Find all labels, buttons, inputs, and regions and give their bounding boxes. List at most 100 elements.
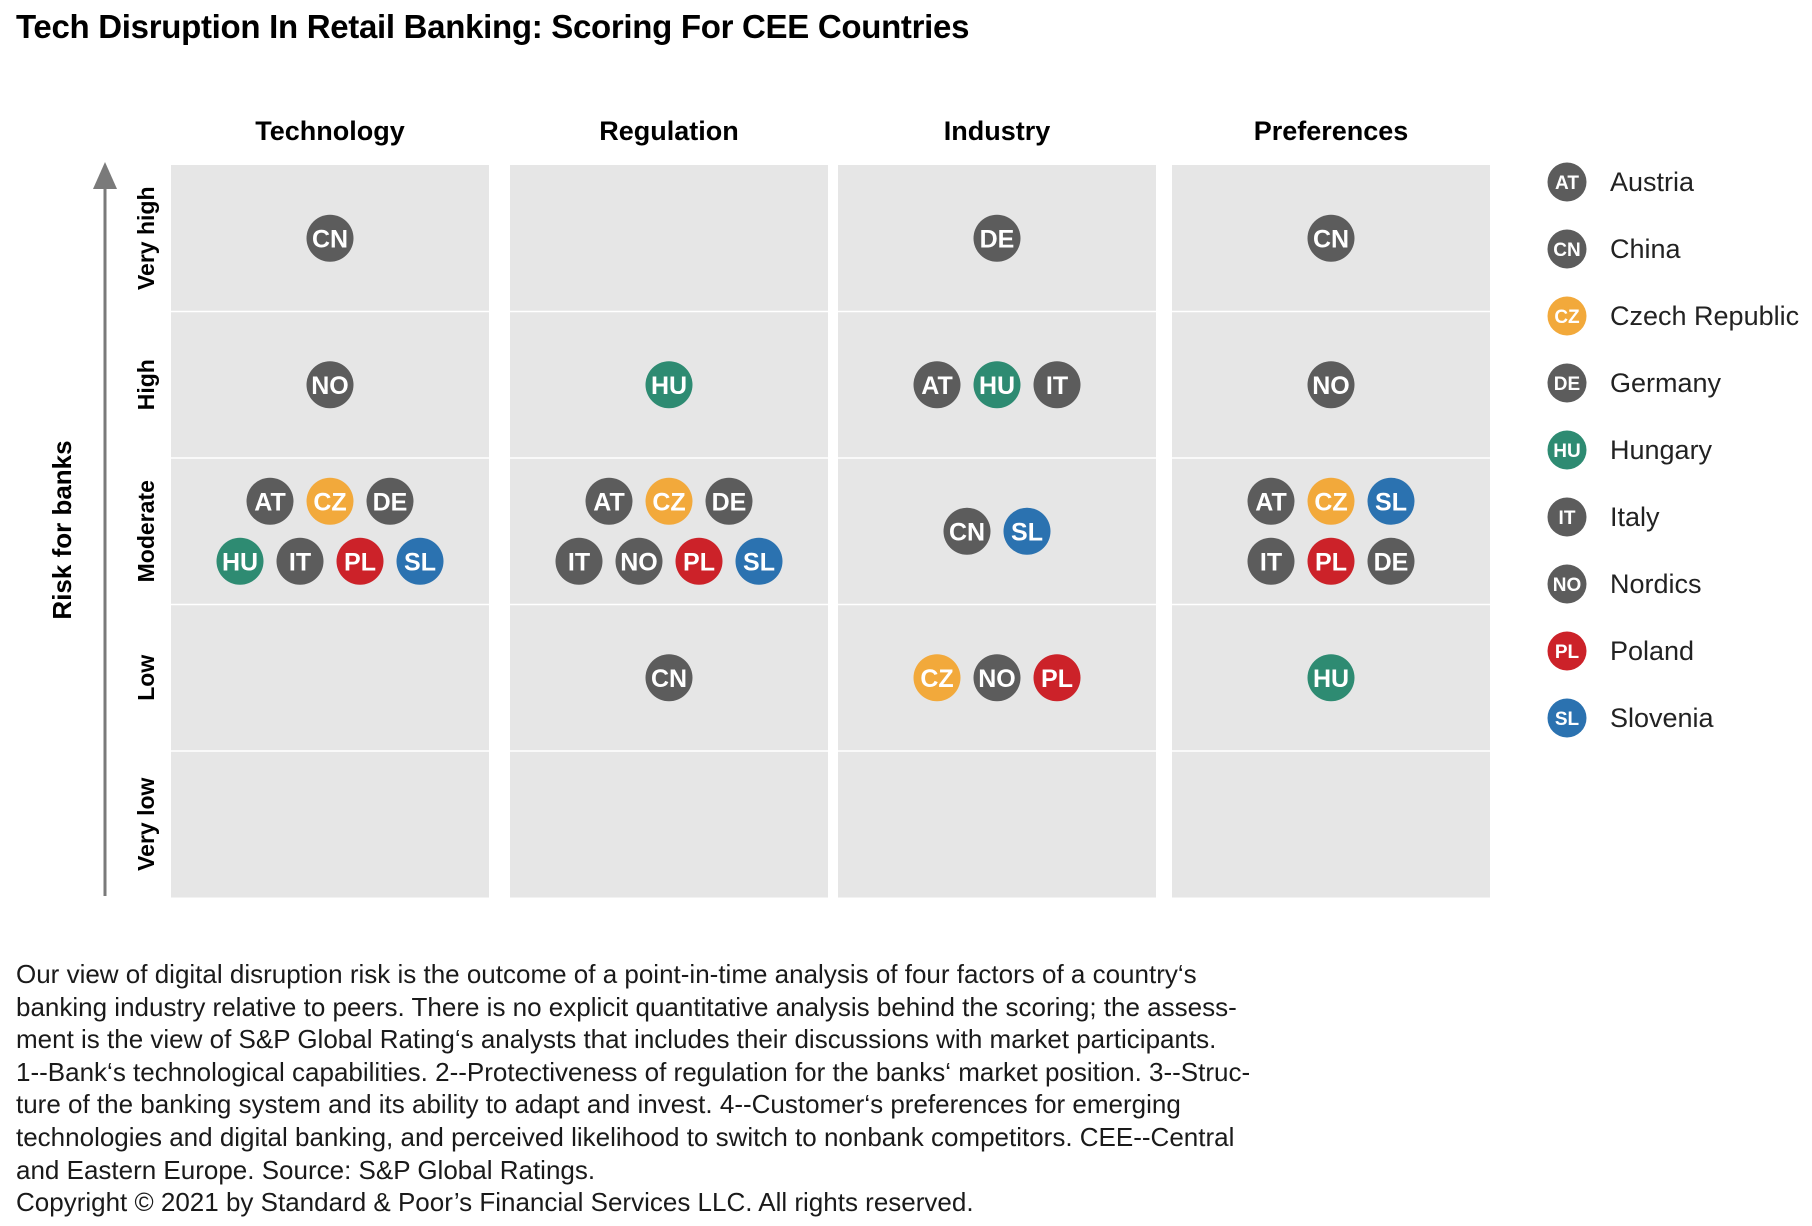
country-marker-label: PL xyxy=(1315,548,1347,576)
country-marker-label: HU xyxy=(222,548,258,576)
country-marker-hu xyxy=(216,537,264,585)
footnote-line: and Eastern Europe. Source: S&P Global R… xyxy=(16,1154,596,1185)
footnote-line: ment is the view of S&P Global Rating‘s … xyxy=(16,1024,1217,1055)
country-marker-label: AT xyxy=(254,488,285,516)
legend-swatch-label: DE xyxy=(1554,374,1580,395)
country-marker-label: DE xyxy=(373,488,408,516)
footnote-line: technologies and digital banking, and pe… xyxy=(16,1121,1235,1152)
legend-swatch-label: CZ xyxy=(1554,307,1580,328)
country-marker-label: PL xyxy=(344,548,376,576)
country-marker-it xyxy=(276,537,324,585)
country-marker-it xyxy=(1247,537,1295,585)
legend-swatch-label: HU xyxy=(1553,441,1580,462)
country-marker-sl xyxy=(1367,477,1415,525)
country-marker-label: IT xyxy=(289,548,311,576)
row-label: Very low xyxy=(133,777,159,870)
country-marker-label: NO xyxy=(1312,372,1350,400)
country-marker-cn xyxy=(943,507,991,555)
legend-entry-label: Hungary xyxy=(1610,435,1713,465)
country-marker-pl xyxy=(675,537,723,585)
legend-swatch-label: CN xyxy=(1553,240,1580,261)
legend-swatch-pl xyxy=(1547,631,1587,671)
row-label: Very high xyxy=(133,186,159,290)
country-marker-label: HU xyxy=(979,372,1015,400)
country-marker-it xyxy=(1033,361,1081,409)
legend-swatch-de xyxy=(1547,363,1587,403)
legend-entry-label: Nordics xyxy=(1610,569,1702,599)
country-marker-label: DE xyxy=(980,225,1015,253)
legend-swatch-cn xyxy=(1547,229,1587,269)
legend-entry-label: China xyxy=(1610,234,1682,264)
column-header: Preferences xyxy=(1254,116,1409,146)
country-marker-cn xyxy=(306,214,354,262)
country-marker-hu xyxy=(1307,654,1355,702)
country-marker-label: CZ xyxy=(652,488,685,516)
column-header: Industry xyxy=(944,116,1051,146)
chart-plot: Technology Regulation Industry Preferences R… xyxy=(47,116,1799,898)
country-marker-pl xyxy=(1307,537,1355,585)
country-marker-de xyxy=(705,477,753,525)
legend-swatch-label: AT xyxy=(1555,173,1579,194)
country-marker-label: SL xyxy=(1011,518,1043,546)
country-marker-label: AT xyxy=(1255,488,1286,516)
footnote-line: ture of the banking system and its abili… xyxy=(16,1089,1181,1120)
legend-swatch-label: NO xyxy=(1553,575,1582,596)
country-marker-cn xyxy=(1307,214,1355,262)
footnote-line: banking industry relative to peers. Ther… xyxy=(16,991,1237,1022)
column-header: Technology xyxy=(255,116,405,146)
country-marker-at xyxy=(1247,477,1295,525)
legend-swatch-cz xyxy=(1547,296,1587,336)
country-marker-label: AT xyxy=(593,488,624,516)
country-marker-cn xyxy=(645,654,693,702)
country-marker-at xyxy=(246,477,294,525)
country-marker-at xyxy=(913,361,961,409)
legend-swatch-no xyxy=(1547,564,1587,604)
legend-entry-label: Poland xyxy=(1610,636,1694,666)
legend-swatch-label: IT xyxy=(1559,508,1576,529)
country-marker-de xyxy=(1367,537,1415,585)
country-marker-no xyxy=(1307,361,1355,409)
country-marker-label: CZ xyxy=(313,488,346,516)
column-header: Regulation xyxy=(599,116,739,146)
country-marker-pl xyxy=(1033,654,1081,702)
country-marker-label: CN xyxy=(651,665,687,693)
legend-entry-label: Germany xyxy=(1610,368,1722,398)
column-panel xyxy=(171,165,489,898)
chart-title: Tech Disruption In Retail Banking: Scori… xyxy=(16,8,970,45)
country-marker-label: NO xyxy=(620,548,658,576)
country-marker-label: NO xyxy=(978,665,1016,693)
legend-entry-label: Austria xyxy=(1610,167,1695,197)
country-marker-label: SL xyxy=(1375,488,1407,516)
footnote-line: 1--Bank‘s technological capabilities. 2-… xyxy=(16,1056,1251,1087)
legend-swatch-hu xyxy=(1547,430,1587,470)
country-marker-label: HU xyxy=(651,372,687,400)
country-marker-label: CZ xyxy=(920,665,953,693)
country-marker-label: DE xyxy=(712,488,747,516)
country-marker-it xyxy=(555,537,603,585)
legend-entry-label: Italy xyxy=(1610,502,1660,532)
legend-swatch-sl xyxy=(1547,698,1587,738)
legend-swatch-it xyxy=(1547,497,1587,537)
country-marker-label: IT xyxy=(1046,372,1068,400)
row-label: High xyxy=(133,359,159,410)
country-marker-pl xyxy=(336,537,384,585)
row-label: Low xyxy=(133,655,159,701)
country-marker-label: SL xyxy=(743,548,775,576)
country-marker-no xyxy=(973,654,1021,702)
country-marker-no xyxy=(615,537,663,585)
country-marker-label: IT xyxy=(1260,548,1282,576)
country-marker-de xyxy=(366,477,414,525)
country-marker-label: NO xyxy=(311,372,349,400)
country-marker-cz xyxy=(306,477,354,525)
country-marker-label: CN xyxy=(312,225,348,253)
legend-swatch-at xyxy=(1547,162,1587,202)
country-marker-label: CN xyxy=(949,518,985,546)
row-label: Moderate xyxy=(133,480,159,582)
country-marker-at xyxy=(585,477,633,525)
column-panel xyxy=(510,165,828,898)
country-marker-sl xyxy=(396,537,444,585)
country-marker-sl xyxy=(1003,507,1051,555)
footnote-block: Our view of digital disruption risk is t… xyxy=(16,958,1406,1219)
y-axis-arrowhead xyxy=(93,162,117,189)
column-panel xyxy=(838,165,1156,898)
